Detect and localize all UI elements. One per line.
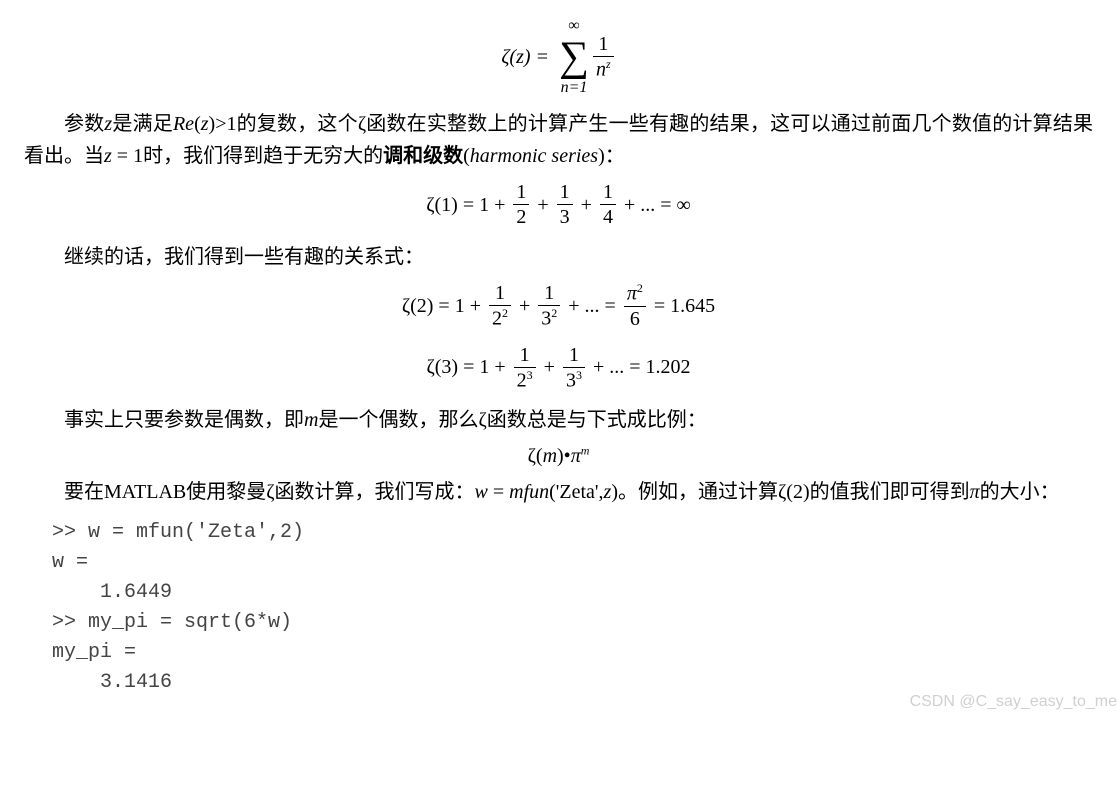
zeta3-lhs: ζ(3) = 1 +	[426, 351, 505, 383]
zeta3-tail: + ... = 1.202	[593, 351, 691, 383]
paragraph-2: 继续的话，我们得到一些有趣的关系式：	[24, 241, 1093, 273]
zeta2-mid: + ... =	[568, 290, 616, 322]
sigma-symbol: ∑	[559, 36, 589, 78]
zeta2-formula: ζ(2) = 1 + 122 + 132 + ... = π26 = 1.645	[24, 281, 1093, 331]
frac-num: 1	[593, 32, 614, 56]
zeta-proportional-formula: ζ(m)•πm	[24, 440, 1093, 472]
csdn-watermark: CSDN @C_say_easy_to_me	[910, 689, 1117, 715]
zeta-def-lhs: ζ(z) =	[501, 41, 559, 73]
zeta3-formula: ζ(3) = 1 + 123 + 133 + ... = 1.202	[24, 343, 1093, 393]
paragraph-1: 参数z是满足Re(z)>1的复数，这个ζ函数在实整数上的计算产生一些有趣的结果，…	[24, 108, 1093, 172]
zeta2-tail: = 1.645	[654, 290, 715, 322]
frac-den: nz	[593, 56, 614, 82]
zeta2-lhs: ζ(2) = 1 +	[402, 290, 481, 322]
zeta1-formula: ζ(1) = 1 + 12 + 13 + 14 + ... = ∞	[24, 180, 1093, 229]
paragraph-3: 事实上只要参数是偶数，即m是一个偶数，那么ζ函数总是与下式成比例：	[24, 404, 1093, 436]
paragraph-4: 要在MATLAB使用黎曼ζ函数计算，我们写成：w = mfun('Zeta',z…	[24, 476, 1093, 508]
zeta1-lhs: ζ(1) = 1 +	[426, 189, 505, 221]
matlab-code-block: >> w = mfun('Zeta',2) w = 1.6449 >> my_p…	[52, 518, 1093, 698]
zeta-definition-formula: ζ(z) = ∞ ∑ n=1 1 nz	[24, 8, 1093, 96]
zeta1-tail: + ... = ∞	[624, 189, 691, 221]
sum-lower-limit: n=1	[561, 78, 588, 96]
zeta-def-rhs: 1 nz	[589, 32, 616, 82]
summation-sigma: ∞ ∑ n=1	[559, 18, 589, 96]
